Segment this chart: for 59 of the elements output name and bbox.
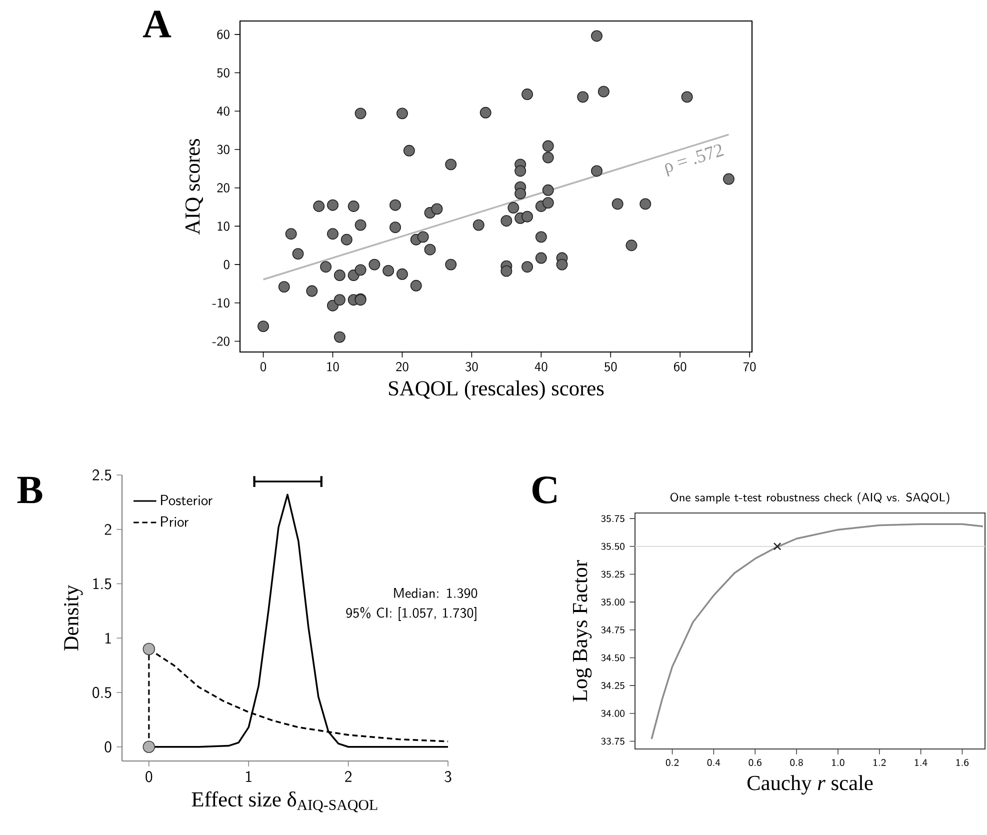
x-axis-title: Effect size δ$_{AIQ-SAQOL}$ <box>192 791 378 812</box>
x-tick-label: 1 <box>246 771 252 782</box>
legend-label: Posterior <box>161 494 212 506</box>
y-tick-label: 34.00 <box>601 710 625 717</box>
y-tick-label: 35.25 <box>601 570 624 578</box>
y-tick-label: 33.75 <box>601 738 624 745</box>
x-tick-label: 2 <box>345 771 352 782</box>
x-tick-label: 20 <box>396 362 408 372</box>
x-tick-label: 60 <box>674 362 686 372</box>
y-tick-label: 10 <box>218 222 230 231</box>
x-tick-label: 40 <box>534 362 548 372</box>
x-tick-label: 70 <box>743 362 756 372</box>
x-tick-label: 1.6 <box>956 759 969 766</box>
chart-title: One sample t-test robustness check (AIQ vs. SAQOL) <box>670 492 950 504</box>
x-tick-label: 30 <box>466 362 478 372</box>
y-tick-label: 34.25 <box>601 682 624 690</box>
x-tick-label: 1.2 <box>874 759 886 766</box>
y-tick-label: -10 <box>212 298 230 308</box>
annotation: ρ = .572 <box>665 144 724 176</box>
y-tick-label: 40 <box>217 106 230 116</box>
y-tick-label: 1 <box>106 632 111 644</box>
y-axis-title: Log Bays Factor <box>573 560 592 702</box>
y-tick-label: 35.50 <box>601 542 625 550</box>
y-tick-label: 34.50 <box>601 654 625 662</box>
x-tick-label: 0.2 <box>666 759 679 766</box>
y-tick-label: 0.5 <box>92 686 112 698</box>
annotation: Median: 1.390 <box>394 588 478 598</box>
x-tick-label: 0 <box>260 362 266 372</box>
x-tick-label: 1.0 <box>832 759 844 766</box>
x-axis-title: SAQOL (rescales) scores <box>389 380 604 400</box>
y-axis-title: Density <box>64 584 83 651</box>
y-tick-label: 35.75 <box>601 515 624 522</box>
x-tick-label: 1.4 <box>914 759 928 766</box>
y-tick-label: 60 <box>217 30 230 40</box>
x-axis-title: Cauchy r scale <box>747 775 873 795</box>
y-tick-label: 0 <box>104 741 112 752</box>
x-tick-label: 10 <box>327 362 339 372</box>
y-tick-label: 2 <box>104 524 112 535</box>
y-tick-label: 30 <box>217 144 230 154</box>
y-tick-label: 0 <box>224 260 230 270</box>
text: C <box>532 476 556 504</box>
x-tick-label: 0.6 <box>748 759 762 766</box>
y-axis-title: AIQ scores <box>185 139 204 235</box>
y-tick-label: 34.75 <box>601 626 624 634</box>
legend-label: Prior <box>161 516 189 527</box>
y-tick-label: 20 <box>217 183 230 193</box>
x-tick-label: 0.8 <box>790 759 803 766</box>
y-tick-label: -20 <box>212 336 230 346</box>
x-tick-label: 0.4 <box>707 759 720 766</box>
y-tick-label: 50 <box>217 68 230 78</box>
y-tick-label: 1.5 <box>93 578 112 590</box>
text: A <box>142 10 172 38</box>
annotation: 95% CI: [1.057, 1.730] <box>346 607 476 621</box>
x-tick-label: 0 <box>146 771 152 782</box>
x-tick-label: 3 <box>444 771 452 782</box>
text: B <box>17 476 42 504</box>
line-series <box>650 523 984 740</box>
y-tick-label: 2.5 <box>92 469 112 481</box>
y-tick-label: 35.00 <box>601 598 625 606</box>
